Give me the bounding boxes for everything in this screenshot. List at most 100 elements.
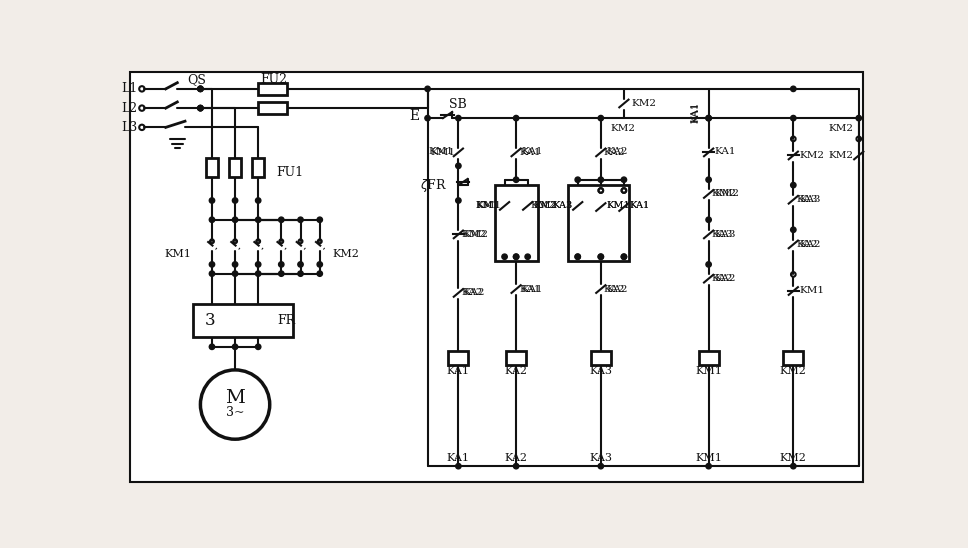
Text: KM1: KM1 [429, 147, 454, 157]
Circle shape [209, 344, 215, 350]
Text: KM1: KM1 [695, 366, 722, 376]
Circle shape [575, 254, 581, 259]
Text: KA2: KA2 [504, 366, 528, 376]
Text: KM2: KM2 [800, 151, 825, 159]
Circle shape [513, 116, 519, 121]
Circle shape [575, 254, 581, 259]
Circle shape [232, 344, 238, 350]
Text: KM2: KM2 [462, 230, 487, 239]
Circle shape [513, 254, 519, 259]
Text: KM2: KM2 [780, 366, 806, 376]
Circle shape [256, 262, 260, 267]
Circle shape [209, 262, 215, 267]
Circle shape [525, 254, 530, 259]
Circle shape [425, 86, 430, 92]
Circle shape [298, 217, 303, 222]
Text: E: E [409, 109, 420, 123]
Text: KM2: KM2 [711, 190, 737, 198]
Text: KM1: KM1 [475, 202, 499, 210]
Text: KM2: KM2 [333, 249, 360, 259]
Text: KM1: KM1 [476, 202, 501, 210]
Bar [228, 158, 241, 178]
Text: KA1: KA1 [690, 101, 699, 123]
Circle shape [197, 86, 203, 92]
Text: L1: L1 [121, 82, 137, 95]
Circle shape [232, 271, 238, 276]
Text: KA2: KA2 [604, 148, 625, 157]
Text: KM2: KM2 [533, 202, 557, 210]
Text: KM2: KM2 [611, 124, 636, 133]
Text: KA1: KA1 [447, 453, 469, 464]
Circle shape [197, 86, 203, 92]
Text: KA1: KA1 [692, 101, 701, 123]
Text: L2: L2 [121, 101, 137, 115]
Text: KM1: KM1 [695, 453, 722, 464]
Circle shape [318, 271, 322, 276]
Text: KA1: KA1 [522, 284, 543, 294]
Circle shape [318, 262, 322, 267]
Text: KA1: KA1 [629, 202, 650, 210]
Circle shape [197, 86, 203, 92]
Circle shape [791, 227, 796, 232]
Text: KM1: KM1 [475, 202, 499, 210]
Circle shape [513, 464, 519, 469]
Circle shape [197, 105, 203, 111]
Circle shape [456, 116, 461, 121]
Text: KA2: KA2 [714, 274, 736, 283]
Text: KM1: KM1 [606, 202, 630, 210]
Circle shape [209, 198, 215, 203]
Circle shape [513, 177, 519, 182]
Text: KM2: KM2 [631, 99, 656, 108]
Bar [206, 158, 218, 178]
Circle shape [598, 254, 603, 259]
Circle shape [279, 271, 284, 276]
Circle shape [456, 464, 461, 469]
Circle shape [209, 217, 215, 222]
Text: KA2: KA2 [464, 288, 485, 298]
Circle shape [621, 254, 626, 259]
Circle shape [598, 464, 603, 469]
Bar [590, 351, 611, 366]
Text: 3: 3 [204, 312, 215, 329]
Circle shape [706, 262, 711, 267]
Text: KM2: KM2 [533, 202, 557, 210]
Circle shape [232, 262, 238, 267]
Bar [193, 305, 292, 337]
Text: KA3: KA3 [714, 230, 736, 239]
Text: KA2: KA2 [797, 240, 818, 249]
Text: 3~: 3~ [226, 406, 244, 419]
Text: KA1: KA1 [519, 284, 541, 294]
Bar [783, 351, 803, 366]
Text: KA2: KA2 [800, 240, 821, 249]
Circle shape [298, 271, 303, 276]
Bar [252, 158, 264, 178]
Circle shape [706, 177, 711, 182]
Text: $\zeta$FR: $\zeta$FR [419, 176, 447, 193]
Text: KM2: KM2 [829, 151, 854, 159]
Text: KM1: KM1 [800, 286, 825, 295]
Text: FR: FR [278, 314, 295, 327]
Text: SB: SB [449, 98, 468, 111]
Text: KM1: KM1 [606, 202, 630, 210]
Text: KA1: KA1 [522, 147, 543, 157]
Text: KM2: KM2 [829, 124, 854, 133]
Text: M: M [226, 390, 245, 407]
Circle shape [791, 464, 796, 469]
Circle shape [598, 254, 603, 259]
Circle shape [456, 163, 461, 169]
Circle shape [791, 182, 796, 188]
Text: KA2: KA2 [604, 284, 625, 294]
Text: KA2: KA2 [504, 453, 528, 464]
Circle shape [856, 116, 862, 121]
Circle shape [256, 217, 260, 222]
Text: KA1: KA1 [629, 202, 650, 210]
Circle shape [791, 86, 796, 92]
Bar [506, 351, 527, 366]
Circle shape [575, 177, 581, 182]
Circle shape [621, 254, 626, 259]
Text: KM2: KM2 [464, 230, 489, 239]
Text: KA1: KA1 [519, 148, 541, 157]
Circle shape [197, 105, 203, 111]
Text: KA3: KA3 [797, 195, 818, 204]
Circle shape [209, 271, 215, 276]
